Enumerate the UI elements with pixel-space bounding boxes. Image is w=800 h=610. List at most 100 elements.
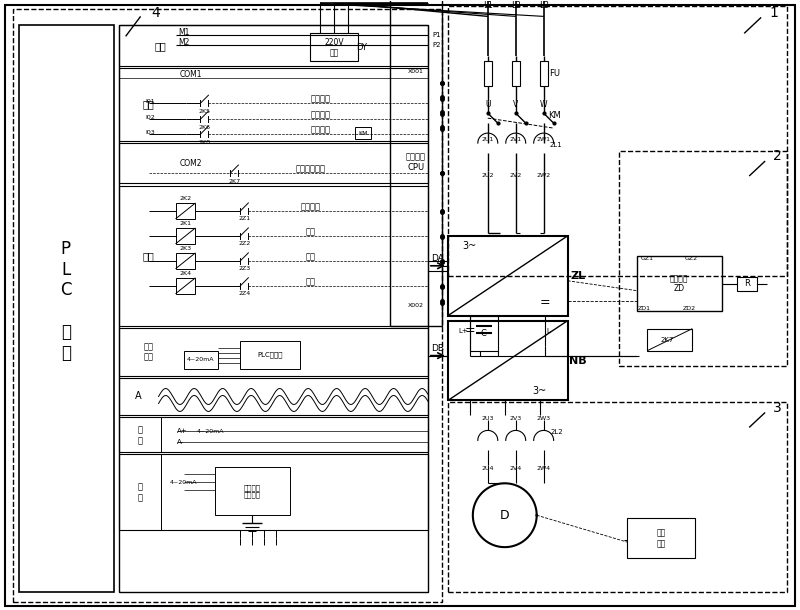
Text: 2W3: 2W3 — [537, 416, 550, 421]
Bar — [448, 403, 787, 592]
Text: D: D — [500, 509, 510, 522]
Text: =: = — [465, 324, 475, 337]
Text: L3: L3 — [538, 1, 549, 10]
Text: KM: KM — [548, 110, 561, 120]
Text: C: C — [481, 329, 486, 338]
Text: 制动单元
ZD: 制动单元 ZD — [670, 274, 689, 293]
Text: 2V1: 2V1 — [510, 137, 522, 142]
Text: 低速: 低速 — [306, 228, 315, 237]
Bar — [118, 454, 428, 530]
Text: M2: M2 — [178, 38, 190, 47]
Text: 2U2: 2U2 — [482, 173, 494, 178]
Bar — [118, 68, 428, 141]
Polygon shape — [512, 61, 520, 86]
Text: 2L1: 2L1 — [550, 142, 562, 148]
Bar — [470, 316, 498, 351]
Text: 2Z2: 2Z2 — [238, 242, 250, 246]
Text: X001: X001 — [408, 69, 424, 74]
Text: 电源: 电源 — [154, 41, 166, 51]
Text: V: V — [513, 99, 518, 109]
Text: 2Z1: 2Z1 — [238, 217, 250, 221]
Text: 输
出: 输 出 — [137, 426, 142, 445]
Bar — [240, 340, 300, 368]
Text: A: A — [135, 392, 142, 401]
Text: 2W2: 2W2 — [537, 173, 550, 178]
Text: 2K7: 2K7 — [661, 337, 674, 343]
Text: 4~20mA: 4~20mA — [170, 480, 198, 485]
Text: 2K2: 2K2 — [179, 196, 191, 201]
Text: 2V4: 2V4 — [510, 466, 522, 471]
Text: A+: A+ — [177, 428, 187, 434]
Text: 风机
风门: 风机 风门 — [657, 528, 666, 548]
Text: U: U — [485, 99, 490, 109]
Text: P
L
C

单
元: P L C 单 元 — [60, 240, 71, 362]
Text: 2W1: 2W1 — [537, 137, 550, 142]
Text: 变频调速
控制装置: 变频调速 控制装置 — [244, 484, 261, 498]
Bar — [738, 277, 757, 291]
Text: COM1: COM1 — [179, 70, 202, 79]
Text: FU: FU — [549, 69, 560, 77]
Text: 2U4: 2U4 — [482, 466, 494, 471]
Bar — [118, 26, 428, 592]
Bar — [175, 228, 195, 244]
Text: I02: I02 — [146, 115, 155, 120]
Text: L1: L1 — [483, 1, 493, 10]
Text: 2K8: 2K8 — [198, 140, 210, 145]
Bar — [355, 127, 371, 139]
Bar — [118, 26, 428, 66]
Text: 2Z3: 2Z3 — [238, 267, 250, 271]
Bar — [448, 321, 568, 401]
Bar — [118, 454, 161, 530]
Text: 4~20mA: 4~20mA — [197, 429, 224, 434]
Text: 2K7: 2K7 — [228, 179, 241, 184]
Text: DB: DB — [431, 344, 445, 353]
Text: 准备就绪: 准备就绪 — [310, 95, 330, 104]
Bar — [118, 378, 428, 415]
Bar — [118, 328, 428, 376]
Text: L-: L- — [546, 328, 553, 334]
Text: 输出: 输出 — [142, 251, 154, 261]
Text: ZL: ZL — [570, 271, 585, 281]
Bar — [118, 417, 161, 453]
Text: 2V3: 2V3 — [510, 416, 522, 421]
Bar — [448, 236, 568, 316]
Text: 输
入: 输 入 — [137, 483, 142, 502]
Text: =: = — [539, 296, 550, 309]
Text: 中速: 中速 — [306, 253, 315, 261]
Text: 2V2: 2V2 — [510, 173, 522, 178]
Text: 微处理器
CPU: 微处理器 CPU — [406, 152, 426, 172]
Text: ZD2: ZD2 — [682, 306, 696, 310]
Text: 脉冲
给定: 脉冲 给定 — [143, 342, 154, 361]
Text: DA: DA — [431, 254, 444, 264]
Text: 2W4: 2W4 — [537, 466, 550, 471]
Bar — [310, 34, 358, 61]
Text: 合闸控制: 合闸控制 — [310, 126, 330, 135]
Text: I03: I03 — [146, 129, 155, 135]
Bar — [118, 186, 428, 326]
Text: KM: KM — [358, 131, 368, 135]
Text: DY: DY — [357, 43, 367, 52]
Text: I01: I01 — [146, 99, 155, 104]
Text: W: W — [540, 99, 547, 109]
Text: 高速: 高速 — [306, 278, 315, 286]
Text: A-: A- — [177, 439, 184, 445]
Text: 2U3: 2U3 — [482, 416, 494, 421]
Bar — [118, 417, 428, 453]
Text: 2L2: 2L2 — [550, 429, 563, 436]
Text: GZ1: GZ1 — [641, 256, 654, 261]
Text: 1: 1 — [770, 6, 778, 20]
Bar — [175, 203, 195, 219]
Text: 系统故障: 系统故障 — [310, 110, 330, 120]
Text: 运行允许: 运行允许 — [300, 203, 320, 212]
Text: X002: X002 — [408, 303, 424, 308]
Bar — [647, 329, 692, 351]
Text: L2: L2 — [510, 1, 521, 10]
Text: L+: L+ — [458, 328, 468, 334]
Text: R: R — [744, 279, 750, 289]
Polygon shape — [540, 61, 548, 86]
Text: 4: 4 — [151, 6, 160, 20]
Text: M1: M1 — [178, 28, 190, 37]
Bar — [448, 7, 787, 276]
Text: ZD1: ZD1 — [638, 306, 651, 310]
Polygon shape — [484, 61, 492, 86]
